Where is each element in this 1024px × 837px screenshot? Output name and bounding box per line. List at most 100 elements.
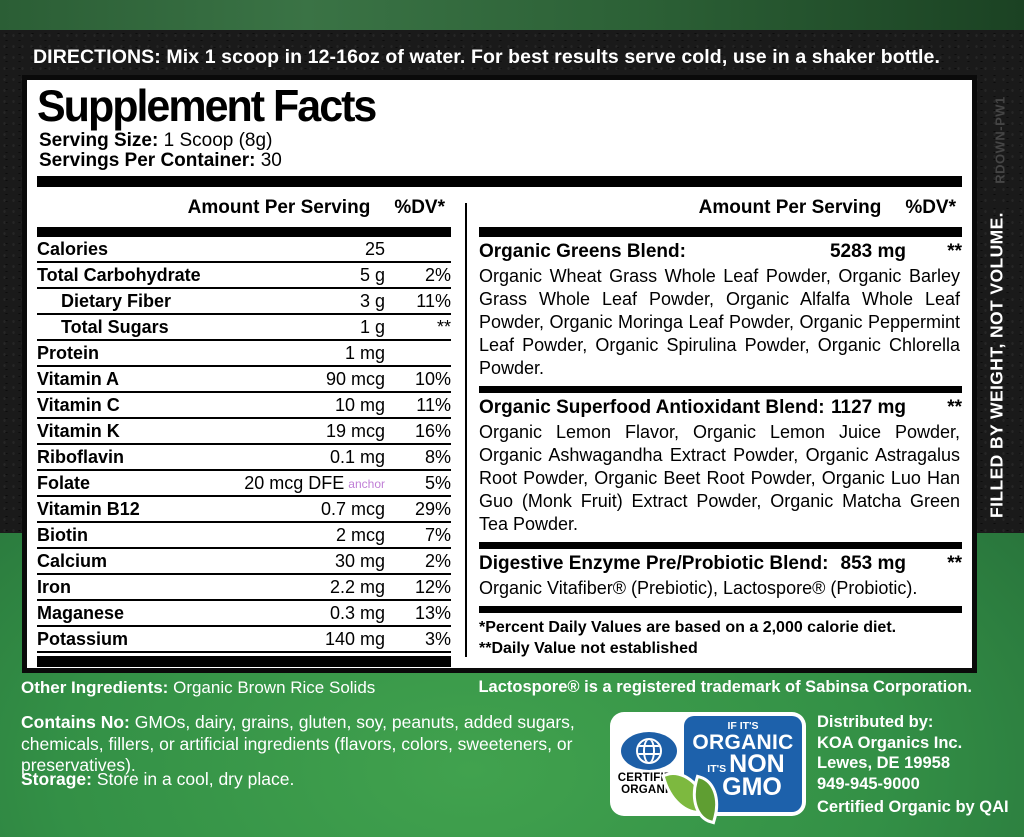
if-its-text: IF IT'S	[727, 720, 759, 732]
contains-no-block: Contains No: GMOs, dairy, grains, gluten…	[21, 712, 599, 777]
nutrient-dv: 7%	[424, 524, 451, 545]
other-ingredients-label: Other Ingredients:	[21, 678, 169, 697]
certified-word: CERTIFIED	[617, 772, 681, 784]
nutrient-dv: 11%	[416, 394, 451, 415]
nutrient-row: Calcium 30 mg 2%	[37, 549, 451, 575]
nutrient-amount: 140 mg	[324, 628, 385, 649]
servings-label: Servings Per Container:	[39, 150, 256, 171]
nutrient-amount: 1 mg	[344, 342, 385, 363]
non-text: NON	[729, 750, 785, 778]
blend-sections: Organic Greens Blend: 5283 mg ** Organic Wh…	[479, 241, 962, 613]
dv-header: %DV*	[394, 197, 445, 218]
nutrient-name: Iron	[37, 576, 71, 597]
nutrient-row: Iron 2.2 mg 12%	[37, 575, 451, 601]
nutrients-column-header: Amount Per Serving %DV*	[37, 187, 451, 227]
nutrient-row: Calories 25	[37, 237, 451, 263]
organic-text: ORGANIC	[692, 731, 794, 754]
nutrient-row: Vitamin B12 0.7 mcg 29%	[37, 497, 451, 523]
nutrient-row: Dietary Fiber 3 g 11%	[37, 289, 451, 315]
blend-name: Organic Greens Blend:	[479, 241, 686, 262]
nutrients-column: Amount Per Serving %DV* Calories 25 Total …	[37, 187, 451, 667]
nutrient-dv: 2%	[424, 550, 451, 571]
nutrient-dv: 5%	[424, 472, 451, 493]
blends-column: Amount Per Serving %DV* Organic Greens B…	[479, 187, 962, 667]
nutrient-amount: 2 mcg	[335, 524, 385, 545]
certified-organic-text: CERTIFIED ORGANIC	[617, 772, 681, 796]
header-bar	[479, 227, 962, 237]
nutrient-row: Biotin 2 mcg 7%	[37, 523, 451, 549]
contains-no-label: Contains No:	[21, 712, 130, 732]
amount-per-serving-header: Amount Per Serving	[187, 197, 371, 218]
organic-word: ORGANIC	[621, 783, 677, 796]
contains-no-text: GMOs, dairy, grains, gluten, soy, peanut…	[21, 712, 575, 775]
amount-per-serving-header: Amount Per Serving	[698, 197, 882, 218]
nutrient-amount: 30 mg	[334, 550, 385, 571]
serving-size-value: 1 Scoop (8g)	[163, 130, 273, 151]
nutrient-dv: 16%	[414, 420, 451, 441]
distributor-phone: 949-945-9000	[817, 774, 920, 793]
nutrient-dv: 10%	[414, 368, 451, 389]
nutrient-name: Potassium	[37, 628, 129, 649]
blend-name: Organic Superfood Antioxidant Blend:	[479, 397, 825, 418]
distributor-block: Distributed by: KOA Organics Inc. Lewes,…	[817, 712, 962, 794]
nutrient-row: Potassium 140 mg 3%	[37, 627, 451, 653]
column-divider	[465, 203, 467, 657]
section-divider-bar	[479, 386, 962, 393]
blend-dv: **	[947, 553, 962, 574]
nutrient-amount: 0.1 mg	[329, 446, 385, 467]
anchor-annotation: anchor	[348, 476, 385, 491]
facts-columns: Amount Per Serving %DV* Calories 25 Total …	[35, 187, 964, 667]
nutrient-amount: 2.2 mg	[329, 576, 385, 597]
distributor-address: Lewes, DE 19958	[817, 754, 950, 772]
footnote-not-established: **Daily Value not established	[479, 640, 698, 657]
dv-header: %DV*	[905, 197, 956, 218]
nutrient-table: Calories 25 Total Carbohydrate 5 g 2% Dietary…	[37, 237, 451, 653]
nutrient-name: Calories	[37, 238, 109, 259]
nutrient-row: Vitamin A 90 mcg 10%	[37, 367, 451, 393]
blend-section: Organic Superfood Antioxidant Blend: 1127…	[479, 397, 962, 536]
nutrient-amount: 25	[364, 238, 385, 259]
blend-amount: 1127 mg	[831, 397, 906, 418]
nutrient-amount: 20 mcg DFE anchor	[244, 472, 385, 493]
nutrient-dv: 12%	[414, 576, 451, 597]
header-bar	[37, 227, 451, 237]
organic-non-gmo-badge: CERTIFIED ORGANIC IF IT'S ORGANIC IT'S N…	[610, 712, 806, 825]
filled-by-weight-text: FILLED BY WEIGHT, NOT VOLUME.	[986, 212, 1007, 518]
supplement-facts-panel: Supplement Facts Serving Size: 1 Scoop (…	[22, 75, 977, 673]
other-ingredients-value: Organic Brown Rice Solids	[173, 678, 376, 697]
globe-icon	[636, 738, 662, 764]
nutrient-amount: 0.3 mg	[329, 602, 385, 623]
nutrient-amount: 90 mcg	[325, 368, 385, 389]
serving-size-label: Serving Size:	[39, 130, 159, 151]
storage-block: Storage: Store in a cool, dry place.	[21, 769, 294, 790]
nutrient-name: Dietary Fiber	[61, 290, 172, 311]
nutrient-name: Protein	[37, 342, 100, 363]
nutrient-name: Total Sugars	[61, 316, 169, 337]
qai-logo	[621, 732, 677, 770]
blend-header: Organic Superfood Antioxidant Blend: 1127…	[479, 397, 962, 419]
blend-ingredients: Organic Vitafiber® (Prebiotic), Lactospo…	[479, 578, 918, 598]
serving-size-line: Serving Size: 1 Scoop (8g)	[39, 131, 964, 151]
nutrient-amount: 3 g	[359, 290, 385, 311]
its-non-row: IT'S NON	[707, 750, 785, 778]
table-end-bar	[37, 656, 451, 667]
directions-text: Mix 1 scoop in 12-16oz of water. For bes…	[166, 46, 940, 68]
nutrient-row: Riboflavin 0.1 mg 8%	[37, 445, 451, 471]
nutrient-name: Biotin	[37, 524, 88, 545]
gmo-text: GMO	[722, 773, 782, 801]
directions-label: DIRECTIONS:	[33, 46, 161, 68]
nutrient-dv: 29%	[414, 498, 451, 519]
nutrient-amount: 5 g	[359, 264, 385, 285]
distributor-name: KOA Organics Inc.	[817, 733, 963, 752]
servings-value: 30	[260, 150, 282, 171]
blend-ingredients: Organic Lemon Flavor, Organic Lemon Juic…	[479, 422, 960, 534]
nutrient-row: Total Sugars 1 g **	[37, 315, 451, 341]
nutrient-name: Calcium	[37, 550, 108, 571]
blend-dv: **	[947, 397, 962, 418]
nutrient-name: Total Carbohydrate	[37, 264, 201, 285]
nutrient-row: Maganese 0.3 mg 13%	[37, 601, 451, 627]
trademark-note: Lactospore® is a registered trademark of…	[478, 678, 972, 696]
panel-title: Supplement Facts	[37, 81, 377, 132]
directions-line: DIRECTIONS: Mix 1 scoop in 12-16oz of wa…	[33, 46, 953, 69]
certified-organic-by-qai: Certified Organic by QAI	[817, 798, 1009, 816]
